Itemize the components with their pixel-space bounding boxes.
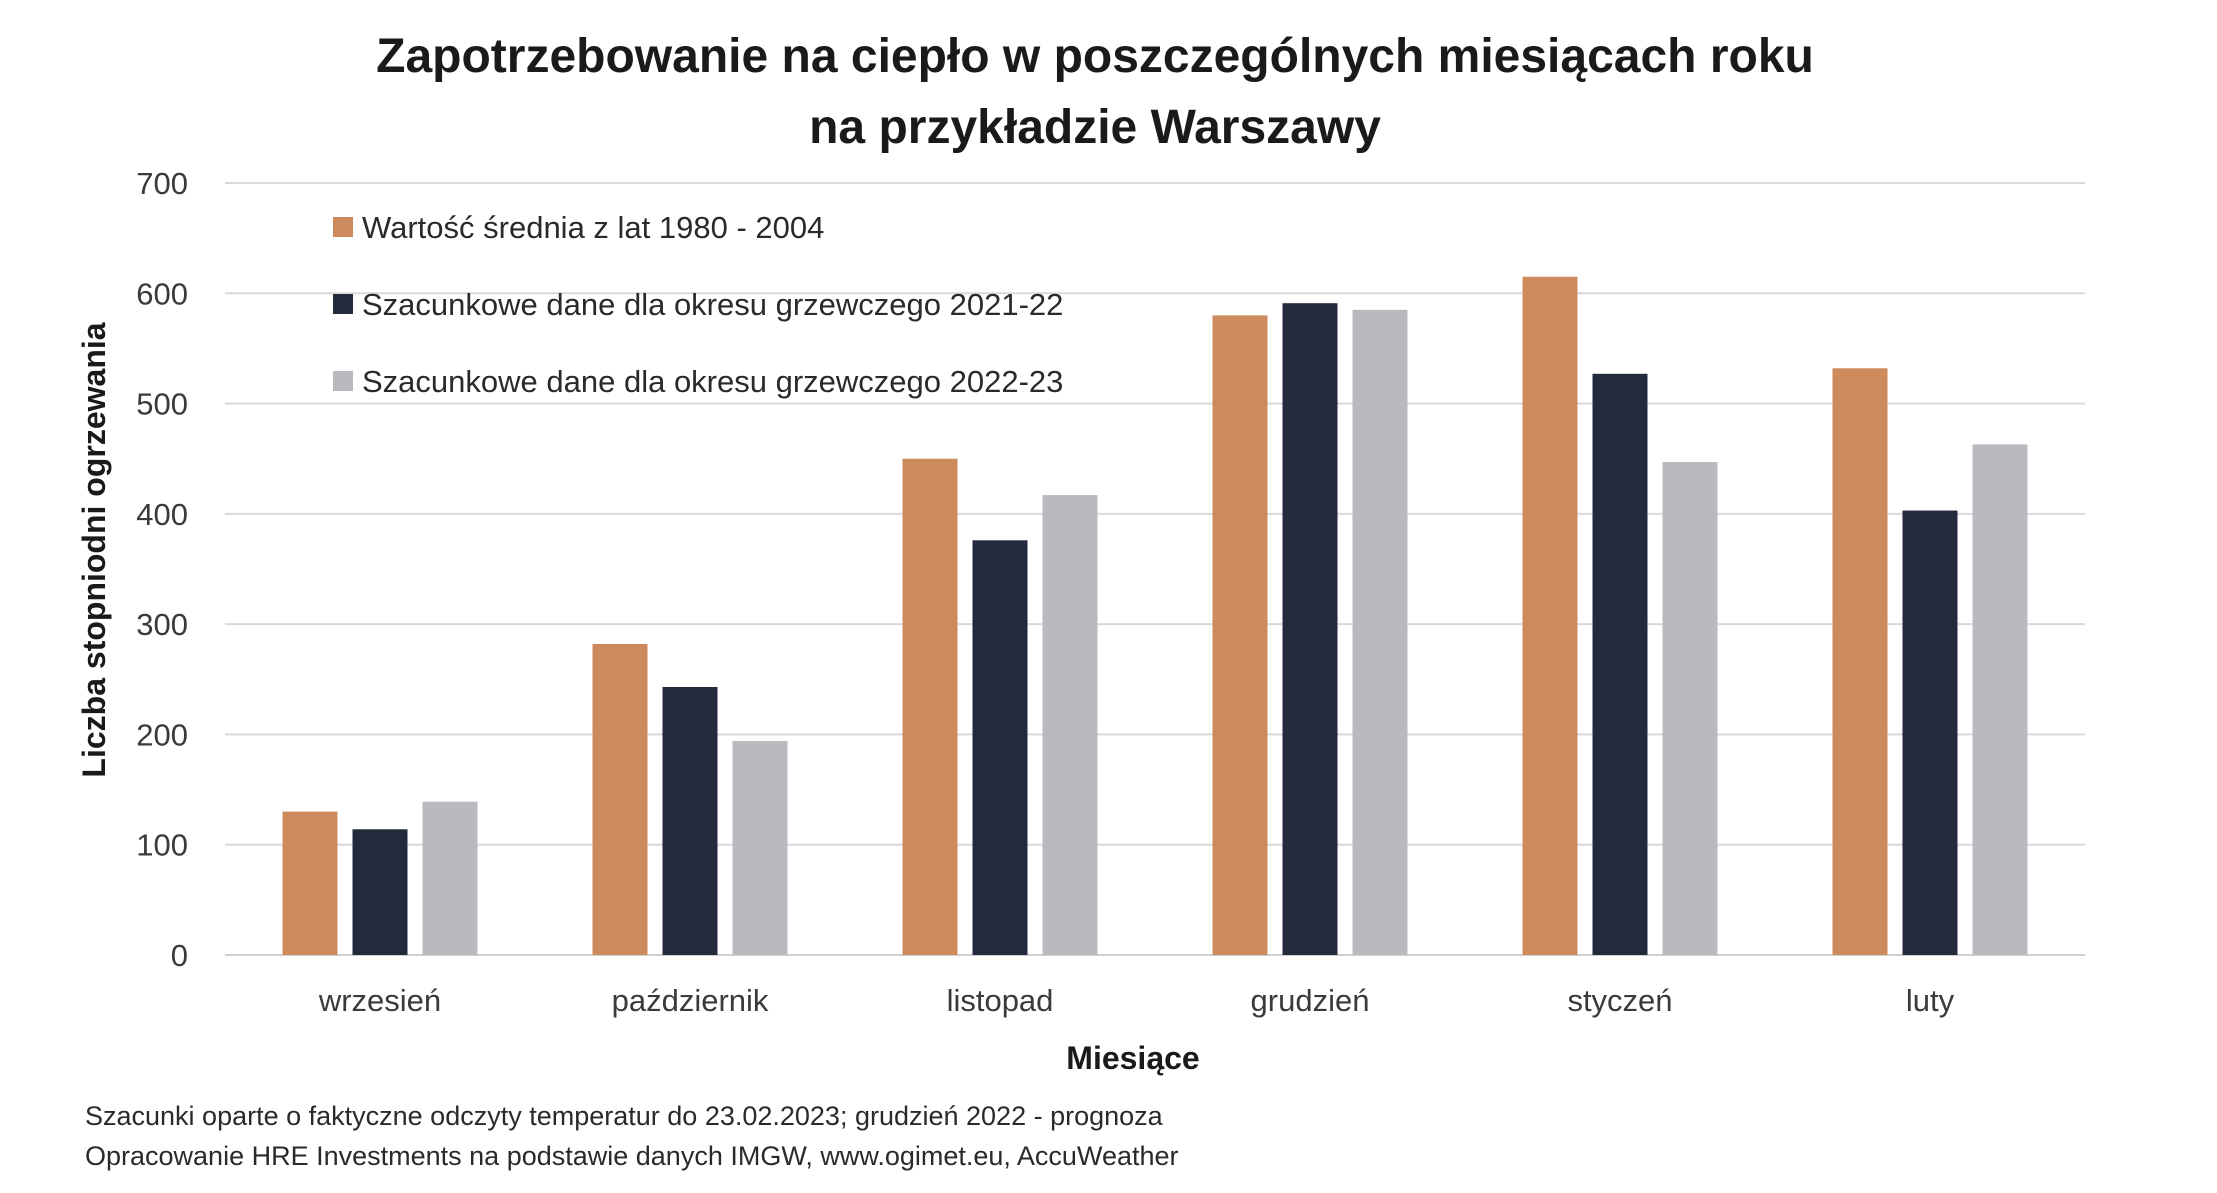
chart-title-group: Zapotrzebowanie na ciepło w poszczególny… (376, 30, 1814, 154)
bars (282, 276, 2028, 955)
y-tick-label: 700 (136, 166, 188, 201)
y-axis-title: Liczba stopniodni ogrzewania (76, 322, 112, 777)
bar (1042, 495, 1098, 955)
bar (1902, 510, 1958, 955)
bar (1352, 309, 1408, 955)
bar (902, 458, 958, 955)
y-tick-label: 300 (136, 607, 188, 642)
bar (662, 687, 718, 955)
chart-title: Zapotrzebowanie na ciepło w poszczególny… (376, 30, 1814, 83)
y-axis-ticks: 0 100 200 300 400 500 600 700 (136, 166, 188, 973)
y-tick-label: 0 (171, 938, 188, 973)
legend-swatch (333, 371, 353, 391)
legend-swatch (333, 217, 353, 237)
legend-label: Szacunkowe dane dla okresu grzewczego 20… (362, 364, 1063, 399)
bar (422, 801, 478, 955)
bar (1212, 315, 1268, 955)
note-line-2: Opracowanie HRE Investments na podstawie… (85, 1141, 1179, 1171)
legend-swatch (333, 294, 353, 314)
bar (1972, 444, 2028, 955)
source-notes: Szacunki oparte o faktyczne odczyty temp… (85, 1101, 1179, 1171)
gridlines (225, 182, 2085, 956)
x-tick-label: październik (612, 983, 769, 1018)
y-tick-label: 100 (136, 828, 188, 863)
legend-label: Wartość średnia z lat 1980 - 2004 (362, 210, 824, 245)
x-tick-label: grudzień (1251, 983, 1370, 1018)
chart-subtitle: na przykładzie Warszawy (809, 101, 1381, 154)
bar (1282, 303, 1338, 955)
y-tick-label: 500 (136, 387, 188, 422)
bar (972, 540, 1028, 955)
x-tick-label: styczeń (1567, 983, 1672, 1018)
bar (1592, 373, 1648, 955)
y-tick-label: 400 (136, 497, 188, 532)
bar (352, 829, 408, 955)
x-tick-label: listopad (947, 983, 1054, 1018)
bar (1662, 462, 1718, 955)
x-axis-title: Miesiące (1066, 1040, 1199, 1076)
bar (1522, 276, 1578, 955)
bar (592, 643, 648, 955)
y-tick-label: 600 (136, 276, 188, 311)
note-line-1: Szacunki oparte o faktyczne odczyty temp… (85, 1101, 1164, 1131)
bar (1832, 368, 1888, 955)
x-tick-label: luty (1906, 983, 1955, 1018)
bar (282, 811, 338, 955)
y-tick-label: 200 (136, 717, 188, 752)
legend: Wartość średnia z lat 1980 - 2004 Szacunk… (333, 210, 1063, 399)
legend-label: Szacunkowe dane dla okresu grzewczego 20… (362, 287, 1063, 322)
bar (732, 741, 788, 955)
x-tick-label: wrzesień (318, 983, 441, 1018)
x-axis-ticks: wrzesień październik listopad grudzień stycz… (318, 983, 1955, 1018)
